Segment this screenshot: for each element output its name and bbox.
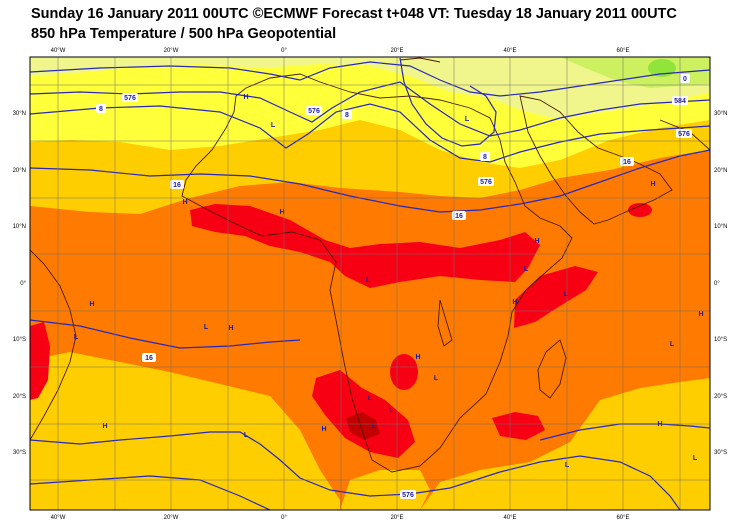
latitude-label: 30°N <box>13 111 26 117</box>
forecast-title: Sunday 16 January 2011 00UTC ©ECMWF Fore… <box>31 6 677 22</box>
temperature-very-cold-spot <box>648 59 676 77</box>
contour-label: 8 <box>345 112 349 119</box>
longitude-label: 40°E <box>503 48 516 54</box>
contour-label: 16 <box>145 355 153 362</box>
contour-label: 16 <box>173 182 181 189</box>
longitude-label: 20°W <box>164 515 179 521</box>
temperature-very-hot-arabia <box>628 203 652 217</box>
contour-label: 0 <box>683 76 687 83</box>
temperature-extreme-karoo <box>346 412 380 440</box>
pressure-marker: L <box>204 324 209 331</box>
contour-label: 8 <box>99 106 103 113</box>
graticule <box>30 57 710 510</box>
map-frame <box>29 56 711 511</box>
pressure-marker: H <box>228 325 233 332</box>
contour-label: 576 <box>402 492 414 499</box>
contour-label: 576 <box>308 108 320 115</box>
pressure-marker: H <box>657 421 662 428</box>
pressure-marker: H <box>698 311 703 318</box>
pressure-marker: L <box>670 341 675 348</box>
pressure-marker: H <box>243 94 248 101</box>
temperature-very-hot-kalahari <box>390 354 418 390</box>
longitude-label: 20°W <box>164 48 179 54</box>
latitude-labels-left: 30°N 20°N 10°N 0° 10°S 20°S 30°S <box>13 111 27 456</box>
pressure-marker: L <box>271 122 276 129</box>
pressure-markers: H L L H H H L L H H L H L H L L H L H L … <box>74 94 704 469</box>
pressure-marker: L <box>244 432 249 439</box>
pressure-marker: L <box>524 266 529 273</box>
pressure-marker: L <box>465 116 470 123</box>
longitude-label: 0° <box>281 48 287 54</box>
pressure-marker: L <box>368 395 373 402</box>
temperature-warm-se <box>420 378 710 510</box>
longitude-label: 20°E <box>390 48 403 54</box>
pressure-marker: H <box>415 354 420 361</box>
pressure-marker: L <box>434 375 439 382</box>
longitude-labels-top: 40°W 20°W 0° 20°E 40°E 60°E <box>51 48 630 54</box>
longitude-label: 20°E <box>390 515 403 521</box>
longitude-label: 40°W <box>51 515 66 521</box>
latitude-label: 10°N <box>13 224 26 230</box>
temperature-very-hot-moz <box>492 412 545 440</box>
latitude-label: 20°S <box>13 394 26 400</box>
latitude-label: 0° <box>714 281 720 287</box>
pressure-marker: H <box>650 181 655 188</box>
longitude-label: 60°E <box>616 48 629 54</box>
temperature-very-hot-brazil <box>30 322 50 400</box>
longitude-label: 0° <box>281 515 287 521</box>
latitude-label: 20°N <box>13 168 26 174</box>
longitude-label: 40°W <box>51 48 66 54</box>
pressure-marker: H <box>279 209 284 216</box>
longitude-labels-bottom: 40°W 20°W 0° 20°E 40°E 60°E <box>51 515 630 521</box>
latitude-label: 30°S <box>714 450 727 456</box>
pressure-marker: H <box>321 426 326 433</box>
latitude-label: 30°S <box>13 450 26 456</box>
pressure-marker: H <box>182 199 187 206</box>
pressure-marker: L <box>372 423 377 430</box>
pressure-marker: L <box>389 407 394 414</box>
temperature-very-hot-sahel <box>190 204 540 288</box>
longitude-label: 40°E <box>503 515 516 521</box>
latitude-label: 0° <box>20 281 26 287</box>
pressure-marker: L <box>366 277 371 284</box>
latitude-label: 10°N <box>714 224 727 230</box>
latitude-label: 10°S <box>13 337 26 343</box>
contour-label: 16 <box>623 159 631 166</box>
temperature-warm-sw <box>30 352 340 510</box>
pressure-marker: H <box>512 299 517 306</box>
latitude-labels-right: 30°N 20°N 10°N 0° 10°S 20°S 30°S <box>714 111 727 456</box>
pressure-marker: L <box>693 455 698 462</box>
contour-label: 8 <box>483 154 487 161</box>
contour-label: 576 <box>678 131 690 138</box>
forecast-subtitle: 850 hPa Temperature / 500 hPa Geopotenti… <box>31 26 337 42</box>
pressure-marker: L <box>564 291 569 298</box>
latitude-label: 20°N <box>714 168 727 174</box>
temperature-cool-band <box>30 57 710 120</box>
geopotential-contours <box>30 57 710 510</box>
contour-label: 576 <box>124 95 136 102</box>
pressure-marker: L <box>565 462 570 469</box>
longitude-label: 60°E <box>616 515 629 521</box>
pressure-marker: H <box>534 238 539 245</box>
latitude-label: 20°S <box>714 394 727 400</box>
contour-label: 576 <box>480 179 492 186</box>
pressure-marker: H <box>89 301 94 308</box>
latitude-label: 30°N <box>714 111 727 117</box>
pressure-marker: H <box>102 423 107 430</box>
pressure-marker: L <box>74 334 79 341</box>
latitude-label: 10°S <box>714 337 727 343</box>
contour-label: 16 <box>455 213 463 220</box>
